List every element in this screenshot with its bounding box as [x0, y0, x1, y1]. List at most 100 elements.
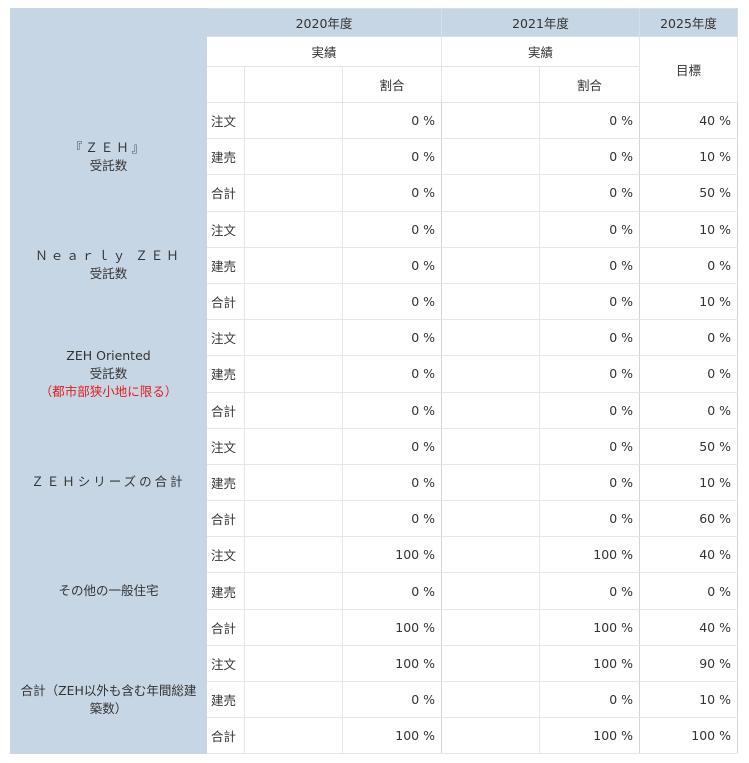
wariai-2021-cell: 0 % [539, 138, 640, 176]
target-2025-cell: 60 % [639, 500, 738, 538]
target-2025-cell: 10 % [639, 210, 738, 248]
count-2020-cell [244, 572, 343, 610]
row-label: 合計 [206, 608, 245, 646]
wariai-2021-header: 割合 [539, 66, 640, 103]
wariai-2021-cell: 0 % [539, 210, 640, 248]
table-row: 建売 0 % 0 % 0 % [11, 572, 738, 610]
count-2021-cell [441, 463, 540, 502]
count-2021-blank-header [441, 66, 540, 103]
wariai-2020-cell: 100 % [342, 536, 442, 574]
count-2020-cell [244, 608, 343, 646]
target-2025-cell: 50 % [639, 174, 738, 212]
table-row: ＺＥＨシリーズの合計 注文 0 % 0 % 50 % [10, 427, 738, 538]
table-row: 建売 0 % 0 % 0 % [11, 355, 738, 393]
target-2025-cell: 0 % [639, 246, 738, 284]
count-2020-cell [244, 427, 343, 465]
target-2025-cell: 0 % [639, 391, 738, 429]
count-2021-cell [441, 246, 540, 284]
target-2025-cell: 0 % [639, 319, 738, 357]
wariai-2021-cell: 0 % [539, 355, 640, 393]
row-label: 合計 [206, 391, 245, 429]
row-label: 合計 [206, 282, 245, 321]
wariai-2021-cell: 0 % [539, 246, 640, 284]
group-label: 合計（ZEH以外も含む年間総建築数） [10, 644, 207, 755]
target-2025-cell: 10 % [639, 138, 738, 176]
jisseki-2020-header: 実績 [206, 36, 442, 67]
count-2020-cell [244, 138, 343, 176]
wariai-2021-cell: 0 % [539, 174, 640, 212]
row-label: 注文 [206, 210, 245, 248]
wariai-2021-cell: 0 % [539, 282, 640, 321]
year-2021-header: 2021年度 [441, 8, 640, 37]
row-label: 注文 [206, 101, 245, 140]
wariai-2020-cell: 0 % [342, 174, 442, 212]
target-2025-cell: 100 % [639, 717, 738, 755]
table-row: 合計 0 % 0 % 50 % [11, 174, 738, 212]
count-2021-cell [441, 174, 540, 212]
wariai-2020-header: 割合 [342, 66, 442, 103]
table-row: 合計 100 % 100 % 40 % [11, 608, 738, 646]
count-2020-cell [244, 500, 343, 538]
wariai-2020-cell: 0 % [342, 282, 442, 321]
count-2021-cell [441, 355, 540, 393]
count-2021-cell [441, 572, 540, 610]
count-2021-cell [441, 210, 540, 248]
count-2020-cell [244, 246, 343, 284]
wariai-2021-cell: 0 % [539, 680, 640, 719]
wariai-2021-cell: 0 % [539, 500, 640, 538]
group-subtitle: 受託数 [89, 266, 128, 282]
wariai-2020-cell: 0 % [342, 101, 442, 140]
wariai-2021-cell: 0 % [539, 463, 640, 502]
count-2021-cell [441, 101, 540, 140]
table-row: ZEH Oriented 受託数 （都市部狭小地に限る） 注文 0 % 0 % 0 % [10, 319, 738, 429]
group-title: その他の一般住宅 [58, 583, 159, 599]
wariai-2020-cell: 100 % [342, 608, 442, 646]
year-2025-header: 2025年度 [639, 8, 738, 37]
group-title: ZEH Oriented [66, 347, 151, 363]
wariai-2021-cell: 0 % [539, 572, 640, 610]
wariai-2020-cell: 0 % [342, 500, 442, 538]
target-2025-cell: 10 % [639, 680, 738, 719]
count-2020-cell [244, 101, 343, 140]
count-2020-cell [244, 319, 343, 357]
row-label: 建売 [206, 246, 245, 284]
row-label: 注文 [206, 536, 245, 574]
row-label: 注文 [206, 644, 245, 683]
wariai-2020-cell: 100 % [342, 717, 442, 755]
wariai-2020-cell: 0 % [342, 680, 442, 719]
group-subtitle: 受託数 [89, 157, 128, 173]
row-label: 注文 [206, 427, 245, 465]
count-2020-cell [244, 717, 343, 755]
count-2021-cell [441, 608, 540, 646]
table-row: 『ＺＥＨ』 受託数 注文 0 % 0 % 40 % [10, 101, 738, 212]
wariai-2021-cell: 100 % [539, 717, 640, 755]
target-2025-cell: 10 % [639, 463, 738, 502]
group-note: （都市部狭小地に限る） [39, 383, 178, 399]
row-label: 注文 [206, 319, 245, 357]
table-row: 建売 0 % 0 % 10 % [11, 680, 738, 719]
target-2025-cell: 40 % [639, 101, 738, 140]
wariai-2020-cell: 0 % [342, 246, 442, 284]
wariai-2021-cell: 0 % [539, 319, 640, 357]
wariai-2021-cell: 100 % [539, 536, 640, 574]
row-label: 建売 [206, 572, 245, 610]
group-label: Ｎｅａｒｌｙ ＺＥＨ 受託数 [10, 210, 207, 321]
wariai-2020-cell: 0 % [342, 355, 442, 393]
wariai-2021-cell: 0 % [539, 427, 640, 465]
group-label: ZEH Oriented 受託数 （都市部狭小地に限る） [10, 319, 207, 429]
target-2025-cell: 10 % [639, 282, 738, 321]
target-2025-cell: 40 % [639, 608, 738, 646]
group-label: ＺＥＨシリーズの合計 [10, 427, 207, 538]
row-label: 建売 [206, 463, 245, 502]
group-label: 『ＺＥＨ』 受託数 [10, 102, 207, 212]
count-2020-cell [244, 680, 343, 719]
count-2020-cell [244, 644, 343, 683]
count-2021-cell [441, 536, 540, 574]
wariai-2020-cell: 0 % [342, 319, 442, 357]
zeh-results-table: 2020年度 2021年度 2025年度 実績 実績 目標 割合 割合 『ＺＥＨ… [10, 8, 738, 755]
target-2025-cell: 50 % [639, 427, 738, 465]
wariai-2021-cell: 100 % [539, 608, 640, 646]
mokuhyo-2025-header: 目標 [639, 36, 738, 103]
count-2020-cell [244, 210, 343, 248]
count-2021-cell [441, 138, 540, 176]
